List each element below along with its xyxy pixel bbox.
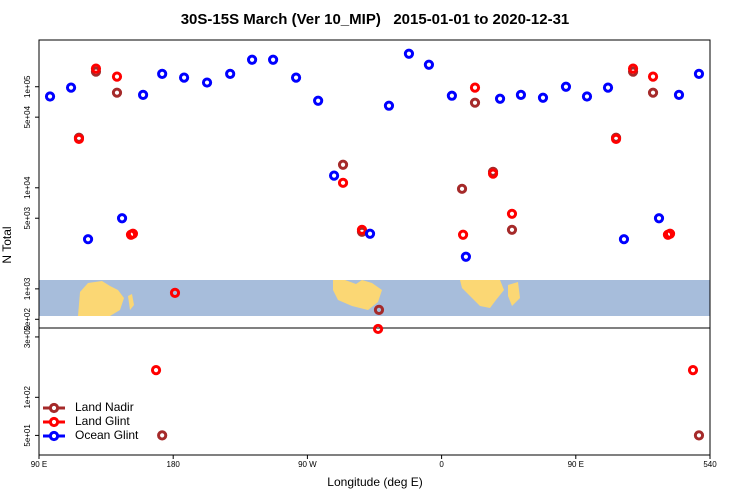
- y-tick-label: 1e+05: [23, 75, 32, 98]
- legend-marker: [48, 430, 60, 442]
- data-point: [647, 71, 659, 82]
- x-axis-label: Longitude (deg E): [327, 475, 422, 489]
- data-point: [268, 54, 279, 65]
- land: [460, 280, 504, 308]
- data-point: [693, 68, 705, 79]
- data-point: [506, 208, 518, 219]
- data-point: [618, 234, 630, 245]
- data-point: [111, 87, 123, 98]
- data-point: [111, 71, 123, 82]
- data-point: [469, 82, 481, 93]
- data-point: [610, 133, 622, 144]
- land: [128, 294, 134, 310]
- data-point: [469, 97, 481, 108]
- data-point: [460, 251, 472, 262]
- data-point: [494, 93, 506, 104]
- data-point: [157, 430, 168, 441]
- map-strip: [39, 280, 710, 316]
- data-point: [246, 54, 258, 65]
- y-tick-label: 5e+01: [23, 424, 32, 447]
- data-point: [127, 228, 139, 239]
- x-tick-label: 180: [167, 460, 181, 469]
- legend-marker: [48, 402, 60, 414]
- data-point: [225, 68, 236, 79]
- plot-frame: [38, 39, 711, 456]
- data-point: [687, 365, 699, 376]
- data-point: [65, 82, 77, 93]
- x-tick-label: 90 E: [568, 460, 584, 469]
- data-point: [90, 63, 102, 74]
- data-point: [337, 177, 349, 188]
- data-point: [664, 228, 676, 239]
- land: [508, 282, 520, 306]
- data-point: [627, 63, 639, 74]
- y-tick-label: 1e+03: [23, 277, 32, 300]
- data-point: [602, 82, 614, 93]
- data-point: [537, 92, 549, 103]
- data-point: [515, 89, 527, 101]
- legend-marker: [48, 416, 60, 428]
- data-point: [456, 183, 468, 194]
- y-axis-label: N Total: [0, 226, 14, 263]
- data-point: [364, 228, 376, 239]
- data-point: [178, 72, 190, 83]
- data-point: [487, 168, 499, 179]
- data-point: [116, 213, 128, 224]
- data-point: [137, 89, 149, 101]
- data-point: [356, 224, 368, 235]
- data-point: [423, 59, 435, 70]
- y-tick-label: 3e+02: [23, 325, 32, 348]
- land: [78, 281, 124, 316]
- data-point: [82, 234, 94, 245]
- data-point: [44, 91, 56, 102]
- data-point: [653, 213, 665, 224]
- data-point: [150, 365, 162, 376]
- data-point: [157, 68, 168, 79]
- data-point: [673, 89, 685, 101]
- data-point: [290, 72, 302, 83]
- y-tick-label: 1e+02: [23, 386, 32, 409]
- x-tick-label: 0: [439, 460, 444, 469]
- data-point: [457, 229, 469, 240]
- chart-title: 30S-15S March (Ver 10_MIP) 2015-01-01 to…: [181, 11, 570, 28]
- y-tick-label: 5e+02: [23, 308, 32, 331]
- data-point: [372, 323, 384, 335]
- data-point: [581, 91, 593, 102]
- legend-label: Land Glint: [75, 414, 130, 428]
- y-tick-label: 1e+04: [23, 176, 32, 199]
- data-point: [647, 87, 659, 98]
- data-point: [169, 287, 181, 299]
- x-tick-label: 90 E: [31, 460, 47, 469]
- x-tick-label: 90 W: [298, 460, 317, 469]
- data-point: [328, 170, 340, 181]
- y-tick-label: 5e+04: [23, 105, 32, 128]
- data-point: [73, 133, 85, 144]
- data-point: [403, 48, 415, 59]
- data-point: [201, 77, 213, 88]
- data-point: [313, 95, 324, 106]
- legend-label: Land Nadir: [75, 400, 134, 414]
- land: [333, 280, 382, 310]
- x-tick-label: 540: [703, 460, 717, 469]
- y-tick-label: 5e+03: [23, 206, 32, 229]
- data-point: [337, 159, 349, 170]
- data-point: [383, 100, 395, 111]
- data-point: [560, 81, 572, 92]
- data-point: [373, 304, 385, 315]
- legend-label: Ocean Glint: [75, 428, 139, 442]
- data-point: [693, 430, 705, 441]
- data-point: [446, 90, 457, 101]
- data-point: [506, 224, 518, 235]
